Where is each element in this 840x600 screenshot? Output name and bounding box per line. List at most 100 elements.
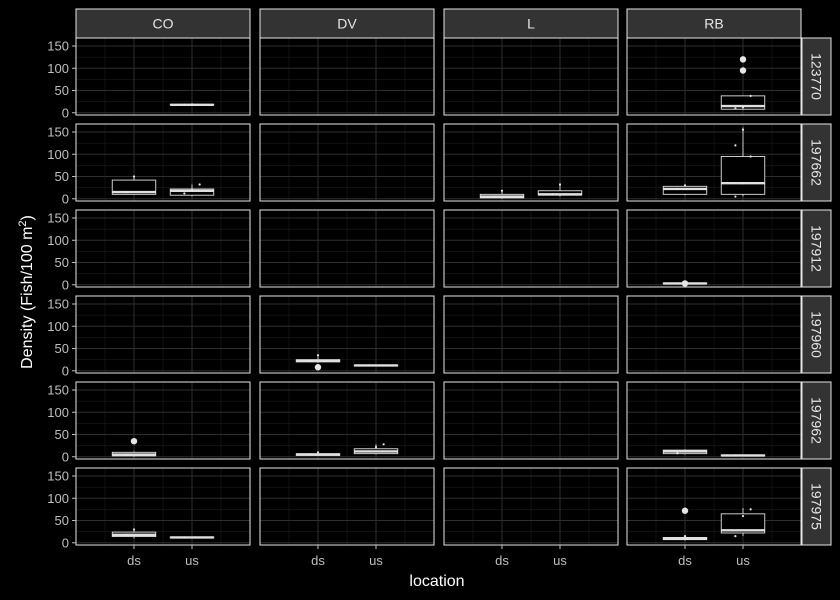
data-point (734, 144, 737, 147)
y-axis-row-197962: 0 50 100 150 (47, 383, 76, 464)
y-tick-label: 50 (55, 341, 69, 356)
data-point (749, 94, 752, 97)
facet-panels (75, 37, 802, 546)
data-point (198, 183, 201, 186)
outlier-point (739, 56, 747, 63)
data-point (183, 103, 186, 106)
y-tick-label: 100 (47, 61, 69, 76)
panel-L-197912 (443, 209, 619, 288)
data-point (190, 103, 194, 106)
panel-DV-197912 (259, 209, 435, 288)
panel-RB-197662 (626, 123, 802, 202)
data-point (749, 155, 752, 158)
strip-background (801, 37, 832, 116)
panel-border (443, 123, 619, 202)
data-point (683, 184, 687, 187)
data-point (309, 453, 312, 456)
panel-L-197962 (443, 381, 619, 460)
strip-background (801, 295, 832, 374)
panel-CO-197962 (75, 381, 251, 460)
data-point (741, 182, 745, 185)
data-point (734, 107, 737, 110)
panel-border (626, 123, 802, 202)
y-tick-label: 100 (47, 491, 69, 506)
panel-border (259, 295, 435, 374)
data-point (683, 449, 687, 452)
y-tick-label: 0 (62, 535, 69, 550)
y-axes: 0 50 100 150 0 50 100 150 0 50 100 150 0 50 100 150 0 50 1… (47, 39, 76, 550)
strip-CO: CO (75, 8, 251, 39)
panel-border (75, 295, 251, 374)
box-RB-197962-us (720, 454, 766, 457)
panel-border (443, 381, 619, 460)
box-RB-197662-ds (662, 184, 708, 196)
y-tick-label: 150 (47, 125, 69, 140)
data-point (734, 195, 737, 198)
panel-border (443, 209, 619, 288)
data-point (316, 451, 320, 454)
data-point (125, 190, 128, 194)
data-point (309, 359, 312, 363)
panel-L-197960 (443, 295, 619, 374)
row-strips: 123770 197662 197912 197960 197962 197975 (801, 37, 832, 546)
data-point (741, 128, 745, 131)
y-tick-label: 50 (55, 513, 69, 528)
strip-197662: 197662 (801, 123, 832, 202)
y-tick-label: 50 (55, 83, 69, 98)
x-tick-label: us (185, 553, 199, 568)
outlier-point (130, 437, 138, 445)
panel-L-197975 (443, 467, 619, 546)
panel-border (626, 381, 802, 460)
panel-DV-197960 (259, 295, 435, 374)
data-point (734, 534, 737, 538)
panel-CO-123770 (75, 37, 251, 116)
box-RB-123770-us (720, 56, 766, 110)
x-axis-title: location (409, 573, 464, 590)
y-axis-row-197975: 0 50 100 150 (47, 469, 76, 550)
panel-CO-197912 (75, 209, 251, 288)
y-axis-title: Density (Fish/100 m2) (17, 215, 36, 369)
column-strips: CO DV L RB (75, 8, 802, 39)
strip-background (801, 467, 832, 546)
data-point (132, 528, 136, 531)
y-tick-label: 100 (47, 147, 69, 162)
y-tick-label: 0 (62, 363, 69, 378)
box-iqr (720, 156, 766, 195)
data-point (125, 453, 128, 456)
data-point (125, 533, 128, 536)
data-point (676, 187, 679, 191)
y-tick-label: 150 (47, 469, 69, 484)
y-tick-label: 150 (47, 39, 69, 54)
strip-RB: RB (626, 8, 802, 39)
outlier-point (314, 364, 322, 371)
strip-197912: 197912 (801, 209, 832, 288)
strip-label-CO: CO (153, 16, 174, 32)
strip-label-RB: RB (704, 16, 723, 32)
strip-197962: 197962 (801, 381, 832, 460)
strip-label-197960: 197960 (809, 311, 825, 358)
box-CO-197975-us (169, 536, 215, 539)
data-point (183, 192, 186, 195)
y-tick-label: 100 (47, 405, 69, 420)
strip-label-197975: 197975 (809, 483, 825, 530)
panel-border (75, 123, 251, 202)
panel-CO-197960 (75, 295, 251, 374)
data-point (500, 189, 504, 192)
data-point (734, 454, 737, 457)
box-RB-197975-ds (662, 507, 708, 541)
box-RB-197662-us (720, 127, 766, 198)
data-point (367, 364, 370, 367)
y-axis-row-123770: 0 50 100 150 (47, 39, 76, 120)
strip-L: L (443, 8, 619, 39)
y-tick-label: 0 (62, 191, 69, 206)
box-L-197662-us (537, 183, 583, 197)
data-point (551, 193, 554, 196)
panel-border (259, 467, 435, 546)
panel-RB-123770 (626, 37, 802, 116)
panel-border (626, 209, 802, 288)
x-tick-label: ds (678, 553, 692, 568)
box-DV-197960-us (353, 364, 399, 367)
data-point (741, 514, 745, 518)
box-L-197662-ds (479, 189, 525, 199)
